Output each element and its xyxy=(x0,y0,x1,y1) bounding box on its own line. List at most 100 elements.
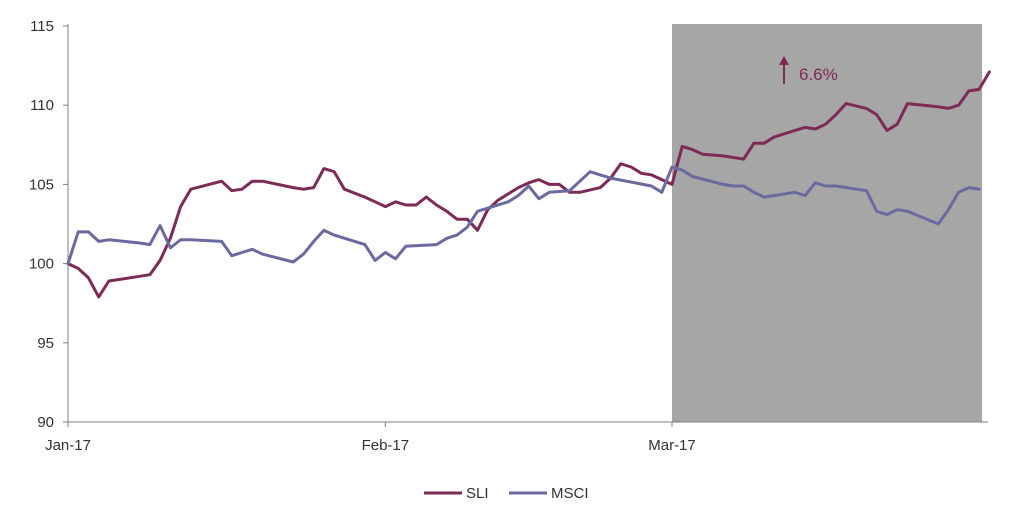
data-point-sli xyxy=(722,154,725,157)
data-point-sli xyxy=(548,183,551,186)
data-point-msci xyxy=(302,253,305,256)
legend-label-msci: MSCI xyxy=(551,485,589,502)
data-point-sli xyxy=(384,205,387,208)
up-arrow-head xyxy=(779,56,789,65)
data-point-msci xyxy=(875,210,878,213)
data-point-msci xyxy=(742,185,745,187)
data-point-sli xyxy=(630,166,633,168)
data-point-sli xyxy=(322,167,325,170)
data-point-msci xyxy=(507,200,510,203)
data-point-msci xyxy=(650,185,653,187)
data-point-sli xyxy=(752,142,755,145)
data-point-msci xyxy=(169,246,172,249)
data-point-msci xyxy=(404,245,407,248)
y-tick-label: 95 xyxy=(37,335,54,352)
data-point-msci xyxy=(671,166,673,168)
annotation-label: 6.6% xyxy=(799,65,838,84)
data-point-sli xyxy=(578,191,581,194)
data-point-msci xyxy=(67,262,69,265)
data-point-msci xyxy=(435,243,438,246)
data-point-msci xyxy=(589,170,592,173)
data-point-sli xyxy=(865,107,868,110)
data-point-sli xyxy=(292,186,295,189)
data-point-msci xyxy=(138,242,141,244)
data-point-msci xyxy=(230,254,233,257)
data-point-msci xyxy=(292,261,295,263)
data-point-msci xyxy=(722,183,725,186)
series-line-sli xyxy=(66,70,991,299)
data-point-msci xyxy=(179,238,182,241)
data-point-sli xyxy=(988,70,991,73)
data-point-msci xyxy=(374,259,377,262)
data-point-msci xyxy=(681,169,684,172)
data-point-msci xyxy=(476,210,479,213)
data-point-msci xyxy=(97,240,100,243)
data-point-sli xyxy=(937,105,940,108)
data-point-sli xyxy=(445,210,448,213)
y-tick-label: 105 xyxy=(29,176,54,193)
data-point-sli xyxy=(220,180,223,183)
data-point-sli xyxy=(804,126,807,129)
data-point-sli xyxy=(251,180,254,183)
data-point-sli xyxy=(834,113,837,116)
data-point-sli xyxy=(87,276,90,279)
data-point-sli xyxy=(241,188,243,191)
data-point-msci xyxy=(896,208,899,211)
data-point-sli xyxy=(497,199,499,202)
data-point-msci xyxy=(865,189,868,192)
data-point-msci xyxy=(148,243,151,246)
data-point-sli xyxy=(374,200,377,203)
data-point-msci xyxy=(568,189,571,192)
data-point-sli xyxy=(138,275,141,278)
data-point-sli xyxy=(732,156,735,159)
data-point-msci xyxy=(251,248,254,251)
data-point-msci xyxy=(189,238,192,241)
data-point-msci xyxy=(947,208,950,211)
data-point-sli xyxy=(824,123,827,126)
data-point-msci xyxy=(660,191,663,194)
data-point-sli xyxy=(681,145,684,148)
data-point-sli xyxy=(537,178,540,181)
data-point-msci xyxy=(537,197,540,200)
data-point-sli xyxy=(763,142,766,145)
data-point-msci xyxy=(937,223,940,225)
data-point-sli xyxy=(148,273,151,276)
data-point-sli xyxy=(333,170,336,173)
data-point-sli xyxy=(343,188,346,191)
data-point-sli xyxy=(691,148,694,151)
axes: 90 95 100 105 110 115 Jan-17 Feb-17 Mar-17 xyxy=(29,18,988,454)
data-point-sli xyxy=(97,295,100,298)
data-point-sli xyxy=(671,183,673,186)
data-point-msci xyxy=(466,226,469,229)
data-point-sli xyxy=(261,180,264,183)
data-point-sli xyxy=(517,186,520,189)
data-point-sli xyxy=(527,181,530,184)
data-point-sli xyxy=(425,196,428,199)
data-point-sli xyxy=(640,172,643,175)
y-tick-label: 115 xyxy=(30,18,54,35)
data-point-msci xyxy=(609,177,612,180)
data-point-msci xyxy=(456,234,458,237)
x-tick-label: Feb-17 xyxy=(362,437,410,454)
data-point-msci xyxy=(967,186,970,189)
data-point-sli xyxy=(302,188,305,191)
data-point-sli xyxy=(77,267,80,270)
data-point-msci xyxy=(814,181,817,184)
data-point-sli xyxy=(978,88,981,91)
data-point-sli xyxy=(967,89,970,92)
data-point-sli xyxy=(169,237,172,240)
data-point-msci xyxy=(363,243,366,246)
x-tick-label: Mar-17 xyxy=(648,437,696,454)
y-tick-label: 100 xyxy=(29,256,54,273)
data-point-sli xyxy=(886,129,888,132)
data-point-sli xyxy=(466,218,469,221)
data-point-sli xyxy=(660,178,663,181)
data-point-sli xyxy=(619,162,622,165)
data-point-msci xyxy=(906,210,909,213)
data-point-sli xyxy=(906,102,909,105)
data-point-sli xyxy=(189,188,192,191)
data-point-sli xyxy=(415,204,418,206)
data-point-msci xyxy=(691,175,694,178)
data-point-sli xyxy=(435,204,438,206)
